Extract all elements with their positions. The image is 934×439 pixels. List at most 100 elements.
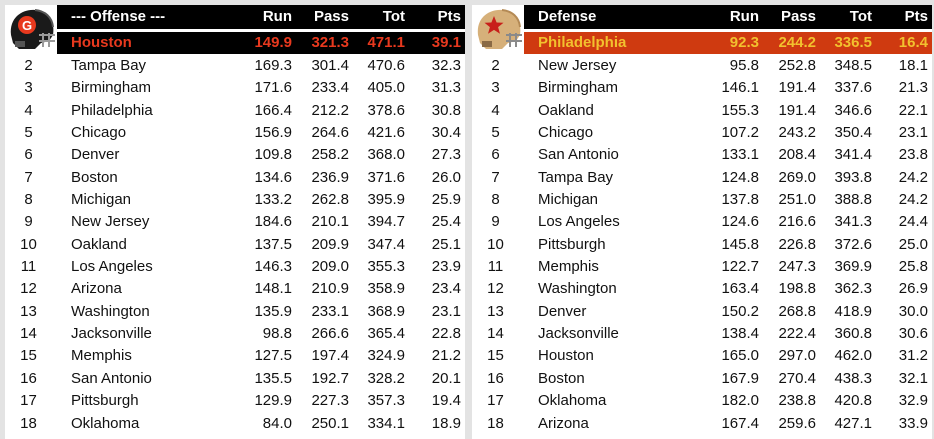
points-cell: 20.1 (431, 369, 461, 387)
run-cell: 133.1 (721, 146, 759, 164)
team-cell: Michigan (71, 191, 132, 209)
pass-cell: 270.4 (778, 369, 816, 387)
rank-cell: 9 (491, 213, 500, 231)
table-row: 16 Boston 167.9 270.4 438.3 32.1 (472, 368, 932, 390)
team-cell: Philadelphia (71, 101, 153, 119)
total-cell: 341.4 (834, 146, 872, 164)
table-row: 9 Los Angeles 124.6 216.6 341.3 24.4 (472, 211, 932, 233)
run-cell: 84.0 (262, 414, 292, 432)
leader-pass: 321.3 (311, 34, 349, 51)
team-cell: Oakland (538, 101, 594, 119)
table-row: 3 Birmingham 146.1 191.4 337.6 21.3 (472, 77, 932, 99)
run-cell: 135.9 (254, 302, 292, 320)
team-cell: Boston (538, 369, 585, 387)
pass-cell: 247.3 (778, 258, 816, 276)
team-cell: Michigan (538, 191, 599, 209)
pass-cell: 233.4 (311, 79, 349, 97)
run-cell: 134.6 (254, 168, 292, 186)
rank-cell: 16 (487, 369, 504, 387)
pass-cell: 264.6 (311, 124, 349, 142)
total-cell: 341.3 (834, 213, 872, 231)
rank-cell: 11 (487, 258, 504, 276)
pass-cell: 212.2 (311, 101, 349, 119)
team-cell: New Jersey (538, 57, 617, 74)
points-column-header: Pts (904, 8, 928, 25)
points-cell: 26.9 (898, 280, 928, 298)
table-row: 12 Washington 163.4 198.8 362.3 26.9 (472, 278, 932, 300)
total-cell: 438.3 (834, 369, 872, 387)
pass-cell: 236.9 (311, 168, 349, 186)
run-cell: 124.6 (721, 213, 759, 231)
team-cell: Birmingham (71, 79, 152, 97)
total-column-header: Tot (382, 8, 405, 25)
defense-rankings-table: Defense Run Pass Tot Pts Philadelphia 92… (472, 5, 932, 439)
table-row: 7 Tampa Bay 124.8 269.0 393.8 24.2 (472, 167, 932, 189)
team-cell: Boston (71, 168, 118, 186)
total-cell: 355.3 (367, 258, 405, 276)
run-cell: 109.8 (254, 146, 292, 164)
gamblers-helmet-icon: G (5, 5, 57, 55)
points-cell: 26.0 (431, 168, 461, 186)
run-cell: 107.2 (721, 124, 759, 142)
team-cell: Los Angeles (71, 258, 153, 276)
table-row: 18 Oklahoma 84.0 250.1 334.1 18.9 (5, 413, 465, 435)
total-cell: 372.6 (834, 235, 872, 253)
offense-header-row: --- Offense --- Run Pass Tot Pts (57, 5, 465, 29)
rank-cell: 17 (487, 392, 504, 410)
run-cell: 137.8 (721, 191, 759, 209)
pass-cell: 226.8 (778, 235, 816, 253)
points-cell: 31.2 (898, 347, 928, 365)
run-cell: 135.5 (254, 369, 292, 387)
leader-run: 149.9 (254, 34, 292, 51)
run-cell: 129.9 (254, 392, 292, 410)
points-cell: 25.8 (898, 258, 928, 276)
table-row: 3 Birmingham 171.6 233.4 405.0 31.3 (5, 77, 465, 99)
table-row: 14 Jacksonville 98.8 266.6 365.4 22.8 (5, 323, 465, 345)
rank-cell: 15 (487, 347, 504, 365)
points-cell: 32.1 (898, 369, 928, 387)
run-cell: 146.1 (721, 79, 759, 97)
points-cell: 24.4 (898, 213, 928, 231)
team-cell: Tampa Bay (538, 168, 614, 186)
total-cell: 393.8 (834, 168, 872, 186)
offense-rows: 2 Tampa Bay 169.3 301.4 470.6 32.3 3 Birmingham… (5, 55, 465, 435)
rank-cell: 9 (24, 213, 33, 231)
table-row: 13 Washington 135.9 233.1 368.9 23.1 (5, 301, 465, 323)
rank-cell: 5 (491, 124, 500, 142)
points-cell: 30.6 (898, 325, 928, 343)
offense-title: --- Offense --- (71, 8, 166, 25)
table-row: 9 New Jersey 184.6 210.1 394.7 25.4 (5, 211, 465, 233)
team-cell: Oklahoma (71, 414, 140, 432)
pass-cell: 268.8 (778, 302, 816, 320)
total-cell: 334.1 (367, 414, 405, 432)
rank-cell: 18 (487, 414, 504, 432)
points-cell: 25.4 (431, 213, 461, 231)
run-cell: 127.5 (254, 347, 292, 365)
rank-cell: 15 (20, 347, 37, 365)
points-cell: 24.2 (898, 191, 928, 209)
table-row: 7 Boston 134.6 236.9 371.6 26.0 (5, 167, 465, 189)
table-row: 4 Philadelphia 166.4 212.2 378.6 30.8 (5, 100, 465, 122)
pass-cell: 227.3 (311, 392, 349, 410)
rank-cell: 7 (491, 168, 500, 186)
rank-cell: 10 (487, 235, 504, 253)
pass-cell: 191.4 (778, 79, 816, 97)
table-row: 10 Oakland 137.5 209.9 347.4 25.1 (5, 234, 465, 256)
total-column-header: Tot (849, 8, 872, 25)
team-cell: Washington (538, 280, 617, 298)
team-cell: Memphis (71, 347, 132, 365)
total-cell: 394.7 (367, 213, 405, 231)
run-cell: 171.6 (254, 79, 292, 97)
team-cell: Houston (538, 347, 594, 365)
total-cell: 418.9 (834, 302, 872, 320)
rank-cell: 10 (20, 235, 37, 253)
table-row: 17 Pittsburgh 129.9 227.3 357.3 19.4 (5, 390, 465, 412)
rank-cell: 12 (487, 280, 504, 298)
pass-cell: 191.4 (778, 101, 816, 119)
team-cell: Chicago (71, 124, 127, 142)
points-cell: 21.2 (431, 347, 461, 365)
team-cell: San Antonio (71, 369, 152, 387)
total-cell: 324.9 (367, 347, 405, 365)
points-cell: 25.0 (898, 235, 928, 253)
pass-cell: 262.8 (311, 191, 349, 209)
